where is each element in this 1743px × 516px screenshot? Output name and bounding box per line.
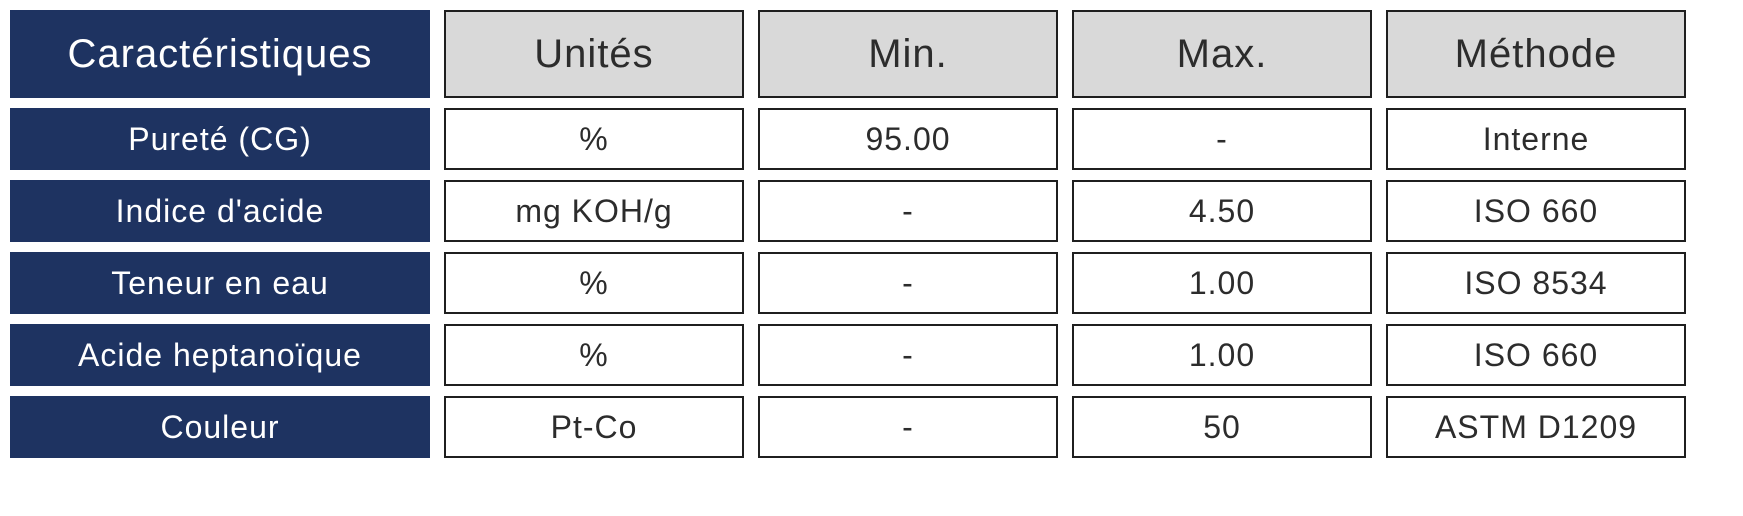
- cell-method: ISO 660: [1386, 180, 1686, 242]
- cell-min: -: [758, 180, 1058, 242]
- cell-max: 1.00: [1072, 324, 1372, 386]
- row-label: Couleur: [10, 396, 430, 458]
- col-header-max: Max.: [1072, 10, 1372, 98]
- cell-min: 95.00: [758, 108, 1058, 170]
- cell-method: ISO 8534: [1386, 252, 1686, 314]
- cell-min: -: [758, 396, 1058, 458]
- row-label: Indice d'acide: [10, 180, 430, 242]
- cell-max: -: [1072, 108, 1372, 170]
- cell-min: -: [758, 252, 1058, 314]
- cell-units: Pt-Co: [444, 396, 744, 458]
- cell-units: %: [444, 108, 744, 170]
- row-label: Teneur en eau: [10, 252, 430, 314]
- col-header-min: Min.: [758, 10, 1058, 98]
- cell-units: %: [444, 324, 744, 386]
- col-header-characteristics: Caractéristiques: [10, 10, 430, 98]
- col-header-units: Unités: [444, 10, 744, 98]
- col-header-method: Méthode: [1386, 10, 1686, 98]
- cell-max: 50: [1072, 396, 1372, 458]
- cell-units: mg KOH/g: [444, 180, 744, 242]
- cell-max: 4.50: [1072, 180, 1372, 242]
- cell-method: Interne: [1386, 108, 1686, 170]
- spec-table: Caractéristiques Unités Min. Max. Méthod…: [10, 10, 1644, 458]
- cell-min: -: [758, 324, 1058, 386]
- cell-method: ISO 660: [1386, 324, 1686, 386]
- cell-max: 1.00: [1072, 252, 1372, 314]
- row-label: Pureté (CG): [10, 108, 430, 170]
- row-label: Acide heptanoïque: [10, 324, 430, 386]
- cell-method: ASTM D1209: [1386, 396, 1686, 458]
- cell-units: %: [444, 252, 744, 314]
